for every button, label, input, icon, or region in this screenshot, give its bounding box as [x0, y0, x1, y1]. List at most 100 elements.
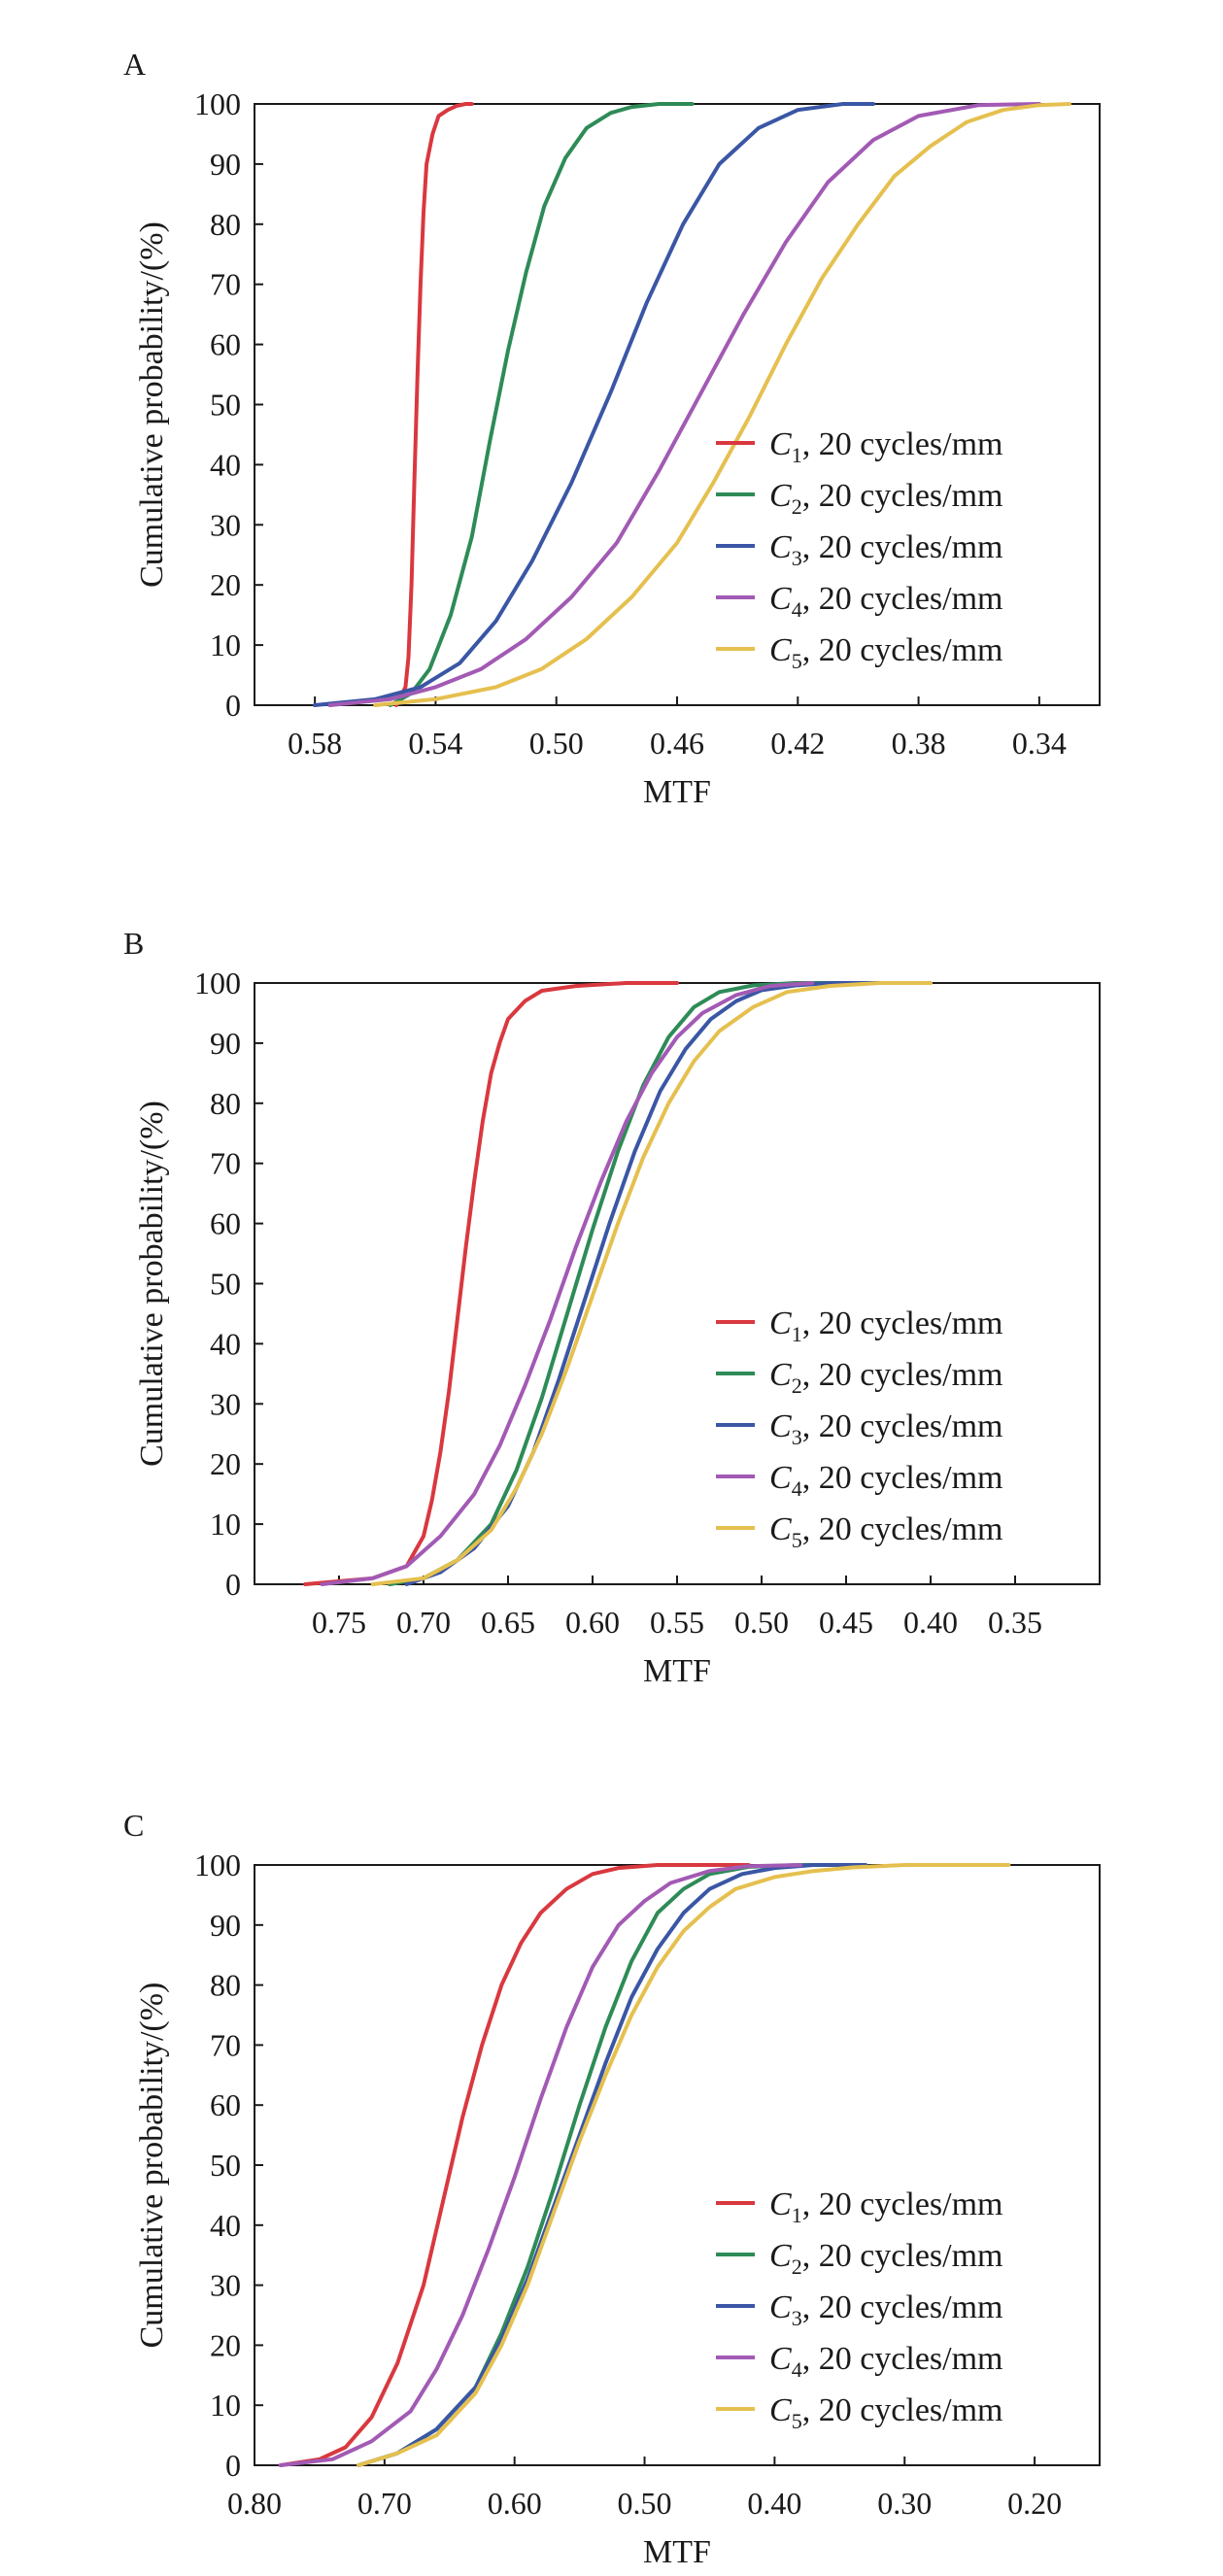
y-tick-label: 40 — [210, 447, 241, 482]
y-tick-label: 100 — [194, 966, 241, 1000]
x-tick-label: 0.40 — [747, 2486, 801, 2521]
y-tick-label: 20 — [210, 2327, 241, 2362]
x-tick-label: 0.65 — [481, 1605, 535, 1640]
legend-entry: C4, 20 cycles/mm — [769, 581, 1002, 622]
x-tick-label: 0.46 — [650, 726, 704, 761]
y-tick-label: 60 — [210, 1206, 241, 1241]
series-line-c5 — [357, 1863, 1011, 2467]
x-tick-label: 0.20 — [1007, 2486, 1062, 2521]
legend-entry: C5, 20 cycles/mm — [769, 2392, 1002, 2433]
y-tick-label: 40 — [210, 2208, 241, 2243]
y-tick-label: 60 — [210, 327, 241, 362]
y-tick-label: 10 — [210, 2388, 241, 2423]
y-tick-label: 100 — [194, 1847, 241, 1882]
y-tick-label: 0 — [225, 2448, 241, 2483]
legend-entry: C3, 20 cycles/mm — [769, 1408, 1002, 1449]
legend-entry: C2, 20 cycles/mm — [769, 478, 1002, 519]
series-line-c2 — [388, 102, 695, 707]
series-line-c4 — [278, 1863, 803, 2467]
y-axis-label: Cumulative probability/(%) — [134, 221, 170, 588]
series-line-c4 — [327, 102, 1041, 707]
legend-entry: C4, 20 cycles/mm — [769, 1460, 1002, 1501]
x-tick-label: 0.42 — [770, 726, 825, 761]
y-tick-label: 20 — [210, 567, 241, 602]
series-line-c1 — [278, 1863, 751, 2467]
panel-label: B — [123, 926, 144, 961]
legend: C1, 20 cycles/mm C2, 20 cycles/mm C3, 20 c… — [716, 1305, 1002, 1552]
x-tick-label: 0.58 — [288, 726, 342, 761]
legend-entry: C5, 20 cycles/mm — [769, 1511, 1002, 1552]
y-tick-label: 50 — [210, 1267, 241, 1302]
legend: C1, 20 cycles/mm C2, 20 cycles/mm C3, 20 c… — [716, 426, 1002, 673]
x-tick-label: 0.54 — [408, 726, 462, 761]
panel-label: A — [123, 47, 146, 82]
legend-entry: C5, 20 cycles/mm — [769, 632, 1002, 673]
panel-label: C — [123, 1808, 144, 1843]
y-tick-label: 70 — [210, 2027, 241, 2062]
legend-entry: C2, 20 cycles/mm — [769, 1357, 1002, 1398]
x-tick-label: 0.35 — [988, 1605, 1042, 1640]
legend-entry: C2, 20 cycles/mm — [769, 2238, 1002, 2279]
y-tick-label: 80 — [210, 1968, 241, 2003]
y-axis-label: Cumulative probability/(%) — [134, 1101, 170, 1467]
series-line-c1 — [394, 102, 474, 707]
y-tick-label: 30 — [210, 507, 241, 542]
series-line-c2 — [388, 981, 848, 1586]
y-tick-label: 70 — [210, 1146, 241, 1181]
x-tick-label: 0.40 — [903, 1605, 958, 1640]
legend-entry: C1, 20 cycles/mm — [769, 1305, 1002, 1346]
chart-panel-c: C 0 10 20 30 40 50 60 70 80 90 100 0.80 0.70 0.60 0.50 0… — [123, 1808, 1101, 2570]
y-tick-label: 90 — [210, 147, 241, 182]
y-tick-label: 50 — [210, 2148, 241, 2183]
y-tick-label: 50 — [210, 388, 241, 423]
y-tick-label: 0 — [225, 688, 241, 723]
x-tick-label: 0.55 — [650, 1605, 704, 1640]
x-tick-label: 0.38 — [892, 726, 946, 761]
series-line-c1 — [303, 981, 679, 1586]
y-axis-label: Cumulative probability/(%) — [134, 1983, 170, 2349]
y-tick-label: 10 — [210, 1507, 241, 1542]
legend-entry: C1, 20 cycles/mm — [769, 2186, 1002, 2227]
x-tick-label: 0.75 — [312, 1605, 366, 1640]
y-tick-label: 30 — [210, 1386, 241, 1421]
x-tick-label: 0.70 — [396, 1605, 451, 1640]
chart-panel-a: A 0 10 20 30 40 50 60 70 80 90 100 0.58 0.54 0.50 0.46 0… — [123, 47, 1101, 810]
x-axis-label: MTF — [643, 1653, 711, 1689]
y-tick-label: 10 — [210, 627, 241, 662]
y-tick-label: 20 — [210, 1446, 241, 1481]
x-axis-label: MTF — [643, 774, 711, 810]
series-line-c3 — [313, 102, 875, 707]
chart-panel-b: B 0 10 20 30 40 50 60 70 80 90 100 0.75 0.70 0.65 0.60 0… — [123, 926, 1101, 1689]
y-tick-label: 80 — [210, 1086, 241, 1121]
legend: C1, 20 cycles/mm C2, 20 cycles/mm C3, 20 c… — [716, 2186, 1002, 2433]
x-tick-label: 0.50 — [734, 1605, 789, 1640]
y-tick-label: 90 — [210, 1026, 241, 1061]
series-line-c4 — [320, 981, 815, 1586]
y-tick-label: 0 — [225, 1567, 241, 1602]
y-tick-label: 80 — [210, 207, 241, 242]
series-line-c5 — [370, 981, 933, 1586]
y-tick-label: 30 — [210, 2268, 241, 2303]
x-tick-label: 0.60 — [488, 2486, 542, 2521]
series-line-c5 — [373, 102, 1071, 707]
legend-entry: C3, 20 cycles/mm — [769, 2289, 1002, 2330]
y-tick-label: 40 — [210, 1326, 241, 1361]
x-tick-label: 0.34 — [1012, 726, 1067, 761]
x-tick-label: 0.45 — [819, 1605, 873, 1640]
x-axis-label: MTF — [643, 2534, 711, 2570]
y-tick-label: 90 — [210, 1908, 241, 1943]
legend-entry: C4, 20 cycles/mm — [769, 2341, 1002, 2382]
legend-entry: C3, 20 cycles/mm — [769, 529, 1002, 570]
x-tick-label: 0.30 — [877, 2486, 932, 2521]
x-tick-label: 0.50 — [618, 2486, 672, 2521]
x-tick-label: 0.80 — [227, 2486, 282, 2521]
legend-entry: C1, 20 cycles/mm — [769, 426, 1002, 467]
y-tick-label: 60 — [210, 2087, 241, 2122]
x-tick-label: 0.60 — [565, 1605, 620, 1640]
series-line-c3 — [357, 1863, 868, 2467]
y-tick-label: 70 — [210, 267, 241, 302]
x-tick-label: 0.70 — [357, 2486, 412, 2521]
x-tick-label: 0.50 — [529, 726, 584, 761]
y-tick-label: 100 — [194, 86, 241, 121]
